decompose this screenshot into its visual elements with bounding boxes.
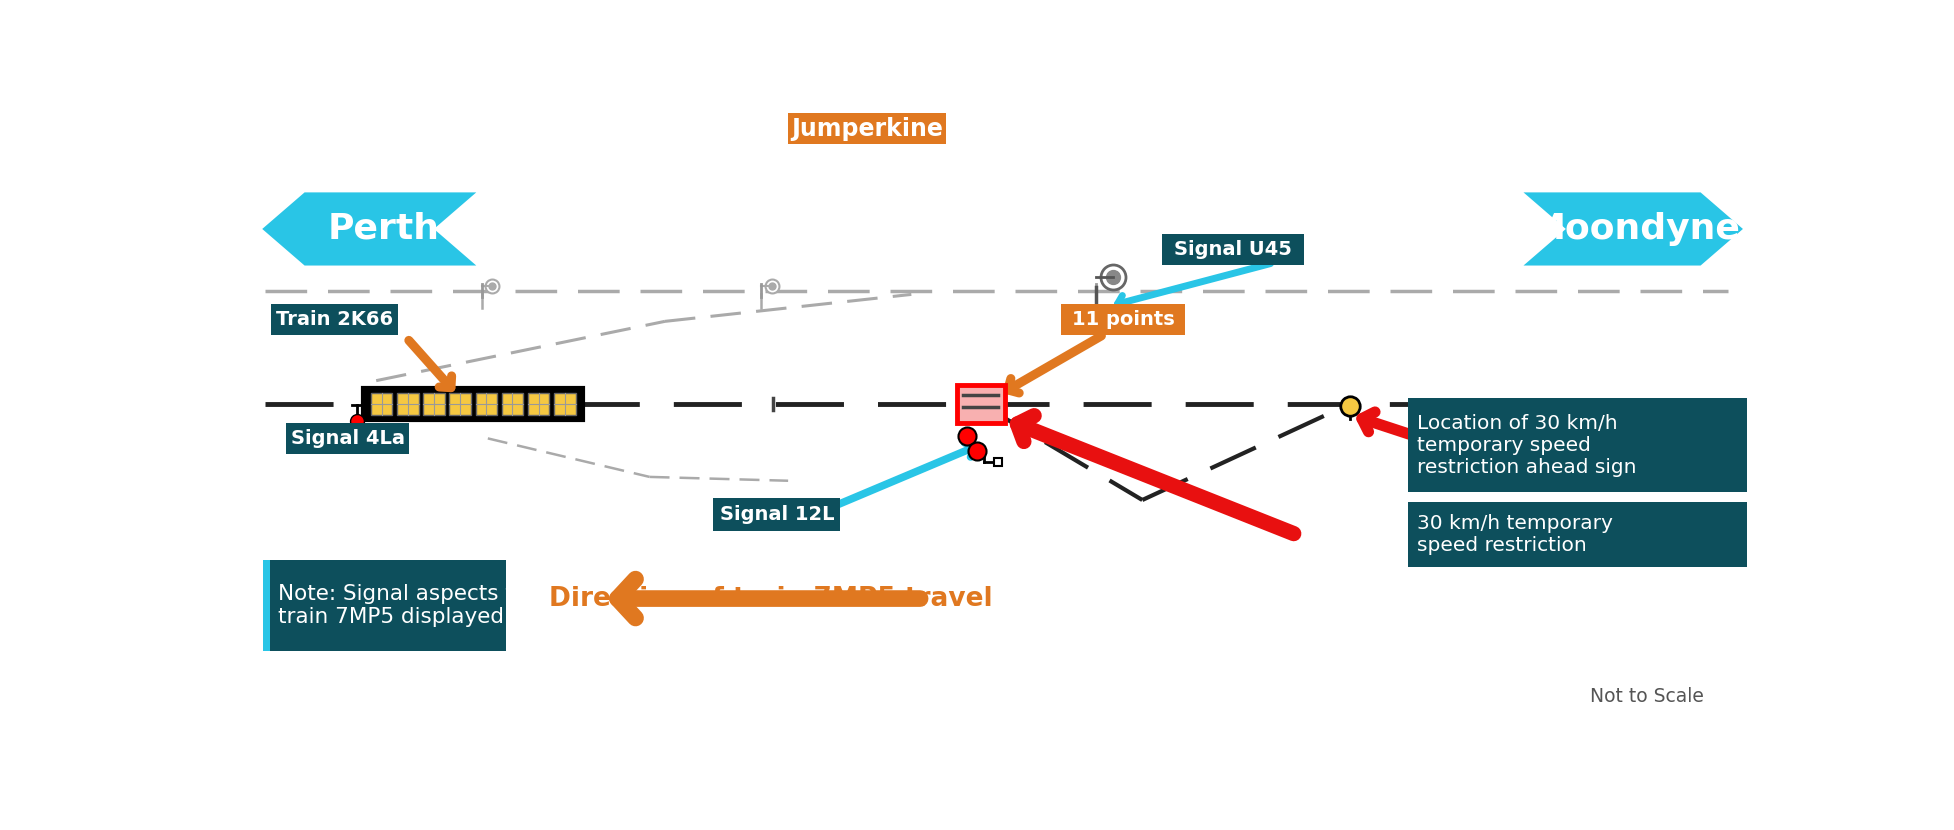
Bar — [502, 393, 524, 414]
Bar — [555, 393, 576, 414]
Bar — [363, 388, 582, 420]
Text: Jumperkine: Jumperkine — [791, 117, 944, 141]
Bar — [264, 560, 506, 651]
Text: Train 2K66: Train 2K66 — [276, 310, 393, 330]
Bar — [397, 393, 418, 414]
Text: Direction of train 7MP5 travel: Direction of train 7MP5 travel — [549, 585, 993, 612]
Text: Location of 30 km/h
temporary speed
restriction ahead sign: Location of 30 km/h temporary speed rest… — [1417, 414, 1637, 476]
Text: Signal U45: Signal U45 — [1174, 240, 1292, 259]
Bar — [787, 114, 946, 144]
Text: Moondyne: Moondyne — [1530, 212, 1741, 246]
Bar — [1061, 305, 1184, 335]
Bar — [475, 393, 496, 414]
Bar — [1161, 234, 1303, 265]
Bar — [528, 393, 549, 414]
Polygon shape — [262, 193, 477, 266]
Bar — [449, 393, 471, 414]
Text: Signal 12L: Signal 12L — [719, 505, 834, 524]
Bar — [1409, 501, 1747, 567]
Bar — [272, 305, 399, 335]
Text: Signal 4La: Signal 4La — [291, 429, 404, 448]
Polygon shape — [1524, 193, 1743, 266]
Text: 30 km/h temporary
speed restriction: 30 km/h temporary speed restriction — [1417, 514, 1614, 554]
Text: Note: Signal aspects for
train 7MP5 displayed.: Note: Signal aspects for train 7MP5 disp… — [277, 583, 535, 627]
Bar — [285, 423, 408, 454]
Bar — [371, 393, 393, 414]
Bar — [1409, 398, 1747, 492]
Text: Perth: Perth — [328, 212, 440, 246]
Bar — [424, 393, 446, 414]
Bar — [264, 560, 270, 651]
Bar — [713, 499, 840, 531]
Text: 11 points: 11 points — [1071, 310, 1174, 330]
Text: Not to Scale: Not to Scale — [1591, 687, 1704, 706]
Bar — [957, 384, 1004, 423]
